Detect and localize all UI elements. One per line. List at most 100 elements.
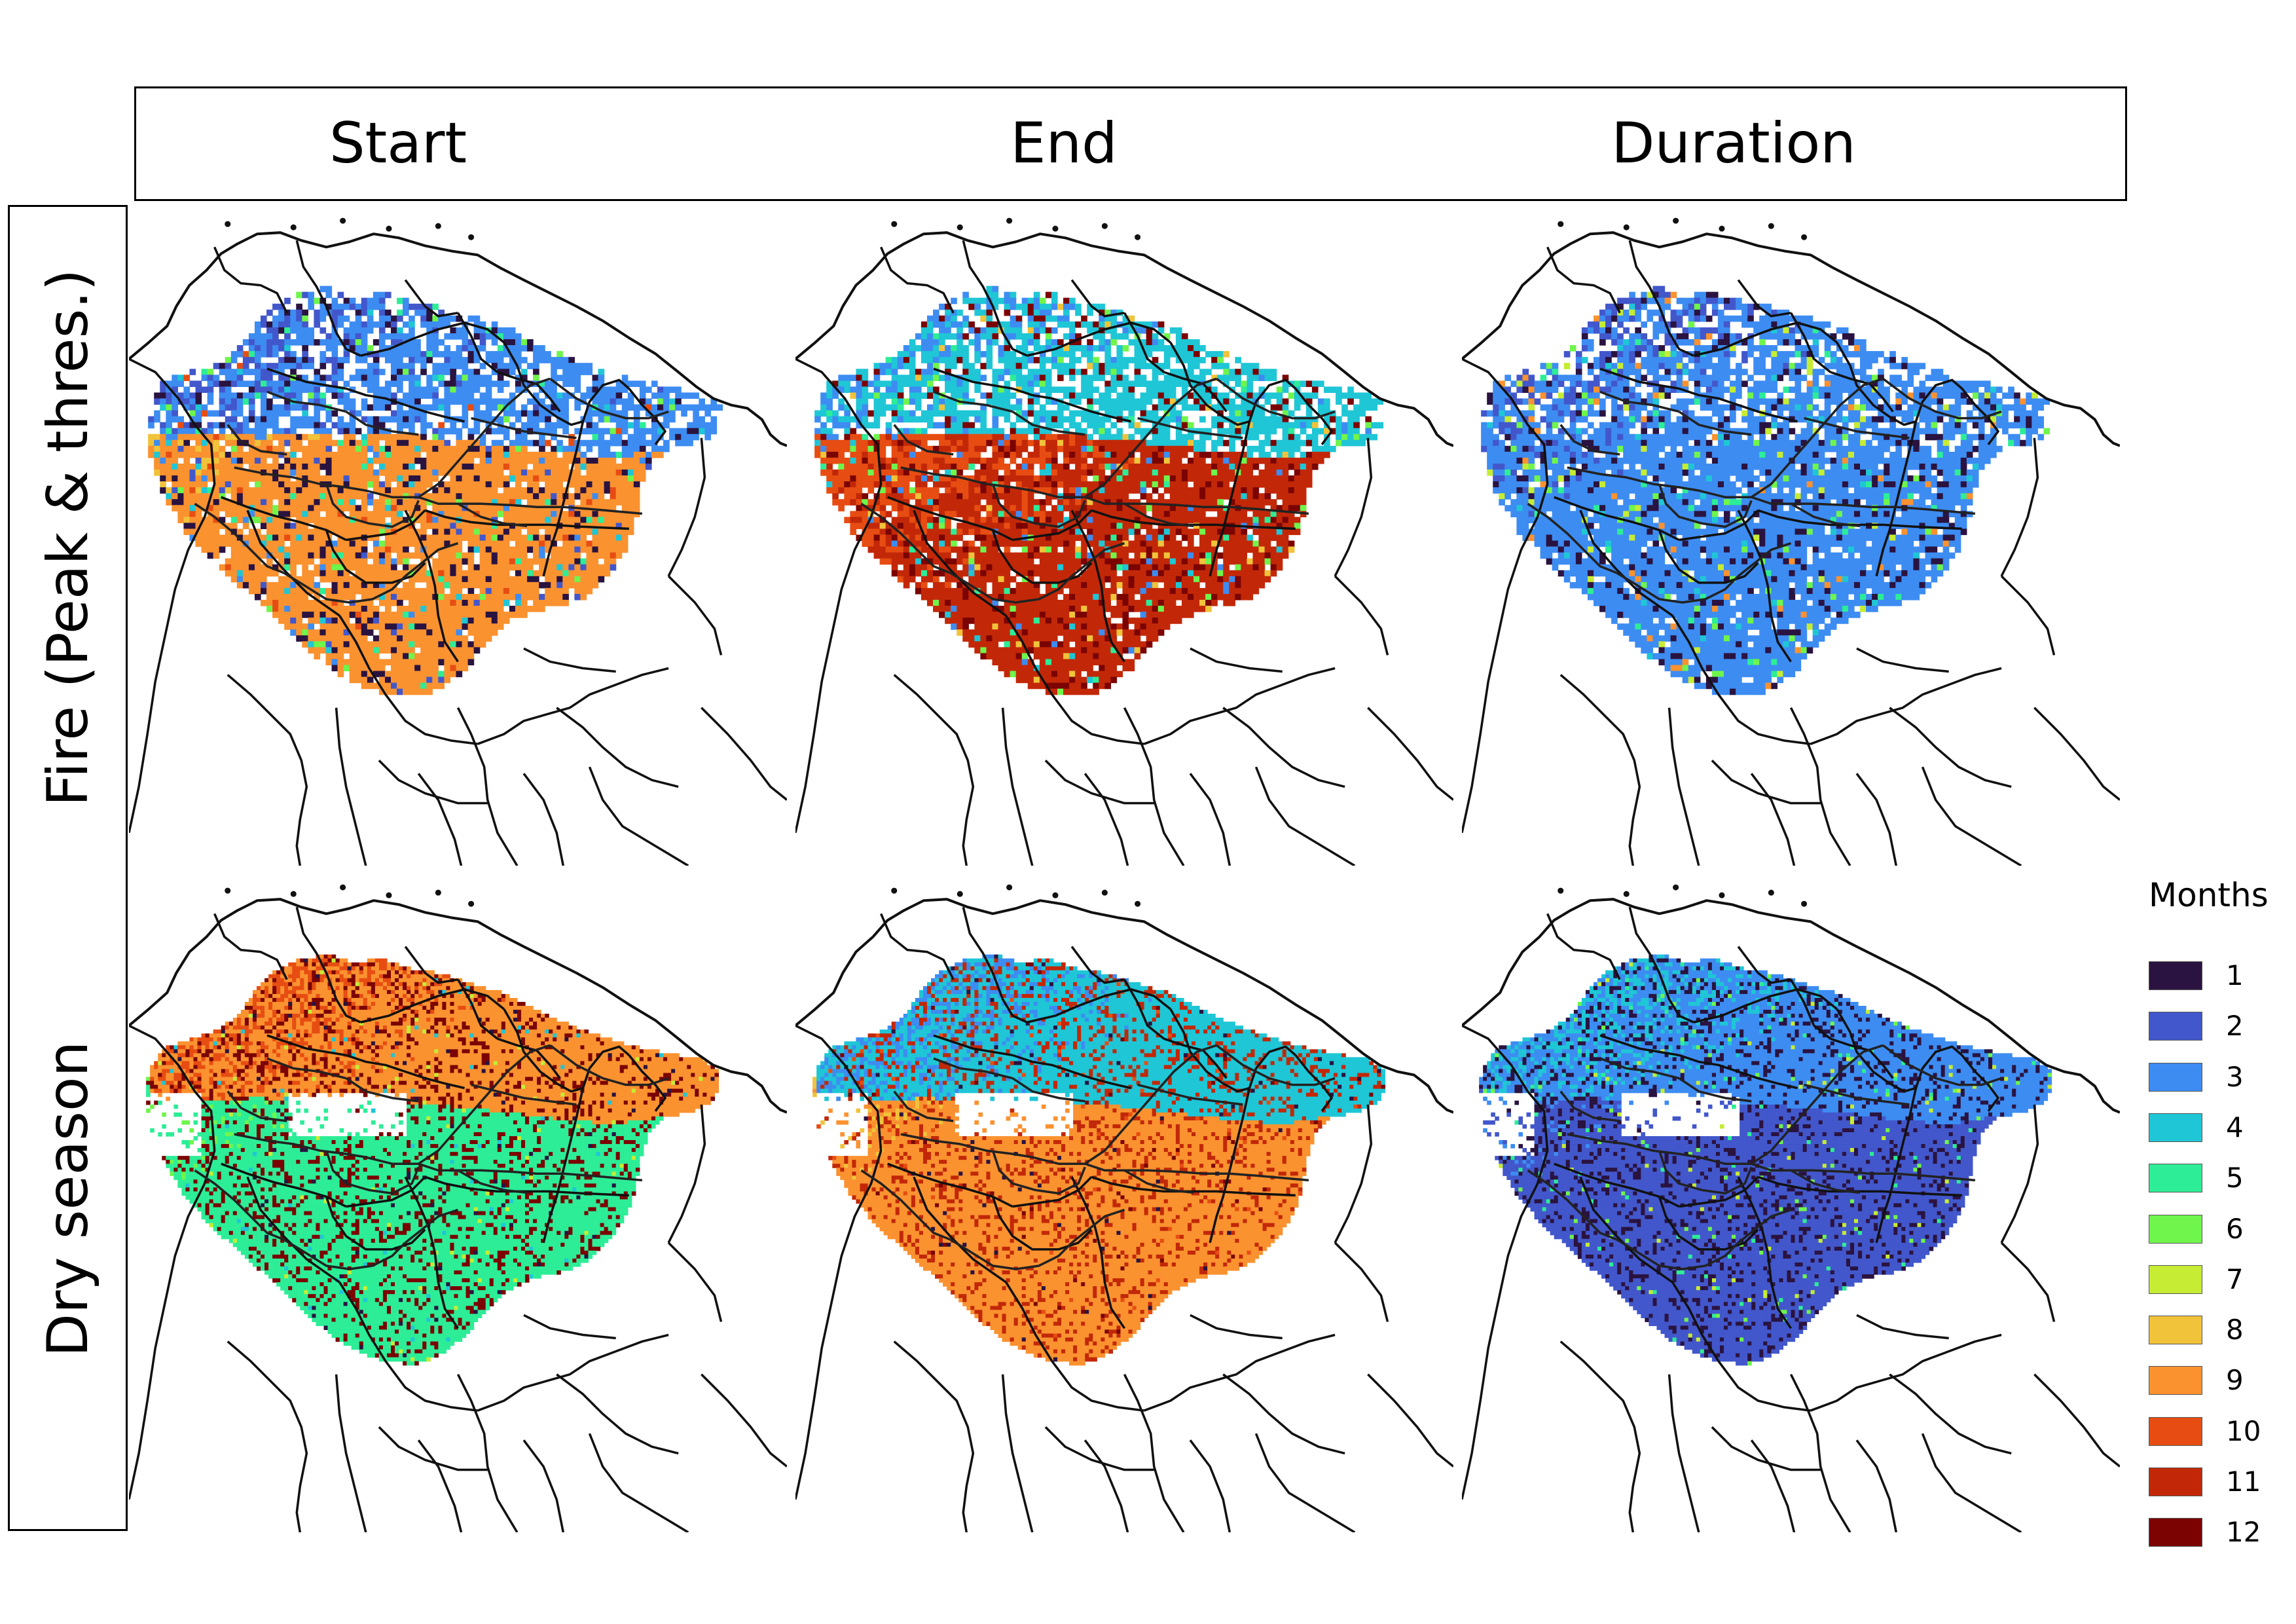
map-raster xyxy=(814,286,1384,695)
country-border xyxy=(346,1054,465,1090)
country-border xyxy=(1209,421,1251,577)
country-borders xyxy=(795,217,1453,866)
legend-swatch xyxy=(2149,1012,2202,1041)
state-border xyxy=(1567,466,1976,515)
legend-label: 4 xyxy=(2226,1113,2244,1142)
legend-label: 3 xyxy=(2226,1062,2244,1092)
island xyxy=(225,887,231,894)
island xyxy=(290,891,297,897)
country-border xyxy=(1679,1176,1759,1208)
state-border xyxy=(345,1077,419,1103)
country-border xyxy=(1711,1426,1821,1471)
country-border xyxy=(1222,1373,1345,1455)
legend-item: 10 xyxy=(2149,1416,2286,1454)
country-border xyxy=(1070,1176,1125,1329)
state-border xyxy=(471,416,577,439)
country-border xyxy=(1628,906,1694,1024)
country-border xyxy=(1856,647,1949,673)
country-border xyxy=(1889,707,2012,788)
country-border xyxy=(1005,1282,1144,1412)
state-border xyxy=(1738,1208,1792,1244)
country-border xyxy=(913,1176,1007,1283)
state-border xyxy=(325,483,420,528)
coastline xyxy=(795,898,1453,1114)
state-border xyxy=(949,1238,1073,1270)
country-border xyxy=(701,1373,787,1467)
island xyxy=(225,221,231,227)
state-border xyxy=(949,572,1073,604)
country-border xyxy=(880,246,955,314)
country-border xyxy=(1367,707,1453,801)
legend-label: 2 xyxy=(2226,1012,2244,1041)
country-borders xyxy=(1462,217,2120,866)
country-border xyxy=(346,509,426,542)
map-panel-dry-start xyxy=(129,874,787,1532)
state-border xyxy=(325,1150,420,1195)
country-border xyxy=(1750,1439,1796,1532)
country-border xyxy=(1334,1242,1389,1322)
legend-item: 12 xyxy=(2149,1518,2286,1555)
country-border xyxy=(1914,378,1963,422)
island xyxy=(957,891,963,897)
legend-label: 10 xyxy=(2226,1416,2261,1446)
country-border xyxy=(129,1024,216,1500)
map-raster xyxy=(146,954,720,1366)
country-border xyxy=(378,1426,488,1471)
legend-swatch xyxy=(2149,961,2202,990)
state-border xyxy=(1678,1077,1752,1103)
country-border xyxy=(1546,246,1621,314)
state-border xyxy=(1216,377,1336,420)
coastline xyxy=(1462,231,2120,447)
country-border xyxy=(266,1034,346,1057)
island xyxy=(1006,884,1013,891)
country-border xyxy=(477,667,669,745)
state-border xyxy=(457,502,528,528)
country-border xyxy=(1012,1176,1093,1208)
column-title-end: End xyxy=(867,88,1260,199)
country-border xyxy=(556,707,679,788)
country-border xyxy=(1961,1054,1999,1112)
country-border xyxy=(417,1439,463,1532)
country-border xyxy=(1810,1333,2002,1412)
country-border xyxy=(1789,312,1831,373)
country-border xyxy=(1190,647,1283,673)
island xyxy=(1673,884,1679,891)
state-border xyxy=(1084,1044,1217,1165)
island xyxy=(1673,217,1679,224)
map-raster xyxy=(148,286,723,695)
country-border xyxy=(667,1242,723,1322)
map-raster xyxy=(1479,954,2052,1366)
island xyxy=(1768,223,1774,229)
state-border xyxy=(893,424,954,456)
country-border xyxy=(1875,421,1918,577)
country-border xyxy=(129,358,216,834)
country-border xyxy=(2033,707,2120,801)
country-border xyxy=(667,575,723,655)
state-border xyxy=(860,1169,951,1241)
country-border xyxy=(1070,279,1125,318)
row-header-box: Fire (Peak & thres.) Dry season xyxy=(8,205,128,1531)
country-border xyxy=(1559,674,1641,866)
country-border xyxy=(1012,1054,1131,1090)
country-border xyxy=(1070,946,1125,984)
country-border xyxy=(1667,707,1700,866)
country-border xyxy=(360,322,505,357)
map-panel-fire-start xyxy=(129,208,787,866)
legend-label: 1 xyxy=(2226,961,2244,990)
country-border xyxy=(1070,509,1125,663)
island xyxy=(386,892,392,898)
country-border xyxy=(246,1176,340,1283)
map-panel-fire-duration xyxy=(1462,208,2120,866)
country-border xyxy=(456,707,519,866)
country-border xyxy=(913,509,1007,617)
legend-label: 6 xyxy=(2226,1214,2244,1244)
state-border xyxy=(471,1083,577,1106)
legend-swatch xyxy=(2149,1062,2202,1092)
country-border xyxy=(295,906,361,1024)
country-border xyxy=(628,1054,666,1112)
country-border xyxy=(346,387,465,423)
country-border xyxy=(893,1340,975,1532)
state-border xyxy=(266,1057,347,1080)
legend-item: 1 xyxy=(2149,961,2286,998)
country-border xyxy=(1123,707,1185,866)
